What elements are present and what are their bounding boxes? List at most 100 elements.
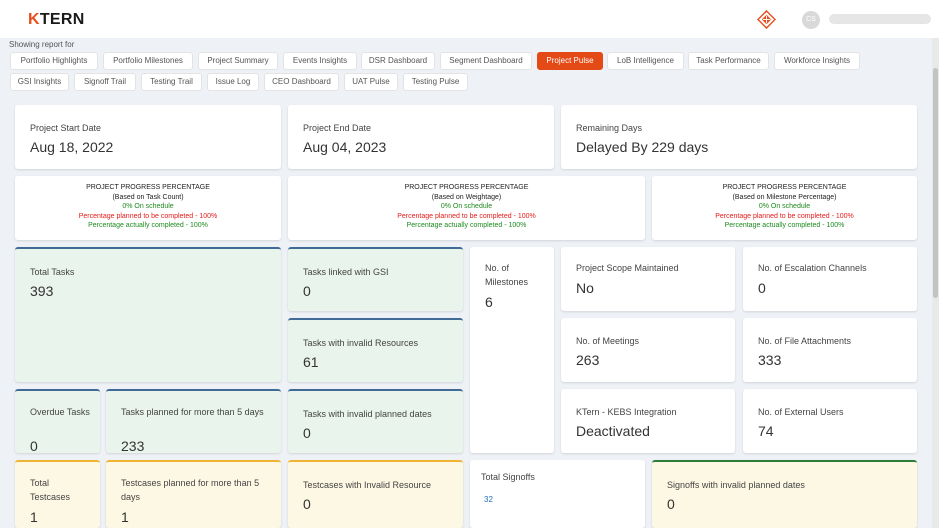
tab-task-performance[interactable]: Task Performance [688, 52, 769, 70]
overdue-tasks-value: 0 [30, 438, 38, 454]
tasks-invalid-resources-card[interactable]: Tasks with invalid Resources 61 [288, 318, 463, 382]
kebs-diamond-icon[interactable] [757, 10, 776, 29]
tab-testing-pulse[interactable]: Testing Pulse [403, 73, 468, 91]
progress-milestone-card: PROJECT PROGRESS PERCENTAGE (Based on Mi… [652, 176, 917, 240]
overdue-tasks-card[interactable]: Overdue Tasks 0 [15, 389, 100, 454]
tab-gsi-insights[interactable]: GSI Insights [10, 73, 69, 91]
start-date-value: Aug 18, 2022 [30, 139, 114, 155]
milestones-card[interactable]: No. of Milestones 6 [470, 247, 554, 453]
end-date-value: Aug 04, 2023 [303, 139, 387, 155]
progress-schedule: 0% On schedule [122, 203, 174, 210]
progress-basis: (Based on Weightage) [431, 193, 502, 201]
progress-basis: (Based on Milestone Percentage) [732, 193, 837, 201]
total-signoffs-card[interactable]: Total Signoffs 32 [470, 460, 645, 528]
tab-issue-log[interactable]: Issue Log [207, 73, 259, 91]
total-testcases-label: Total Testcases [30, 478, 71, 502]
tab-uat-pulse[interactable]: UAT Pulse [344, 73, 398, 91]
tasks-planned-5-days-card[interactable]: Tasks planned for more than 5 days 233 [106, 389, 281, 454]
tab-portfolio-highlights[interactable]: Portfolio Highlights [10, 52, 98, 70]
testcases-planned-5-days-label: Testcases planned for more than 5 days [121, 478, 260, 502]
report-label: Showing report for [9, 40, 75, 49]
tasks-gsi-value: 0 [303, 283, 311, 299]
remaining-days-label: Remaining Days [576, 123, 643, 133]
signoffs-invalid-dates-card[interactable]: Signoffs with invalid planned dates 0 [652, 460, 917, 528]
progress-schedule: 0% On schedule [440, 203, 493, 210]
tasks-invalid-resources-value: 61 [303, 354, 319, 370]
progress-planned: Percentage planned to be completed - 100… [715, 212, 854, 220]
tab-testing-trail[interactable]: Testing Trail [141, 73, 202, 91]
total-signoffs-label: Total Signoffs [481, 472, 535, 482]
kebs-integration-label: KTern - KEBS Integration [576, 407, 677, 417]
tasks-invalid-dates-card[interactable]: Tasks with invalid planned dates 0 [288, 389, 463, 453]
progress-planned: Percentage planned to be completed - 100… [78, 212, 218, 220]
tasks-planned-5-days-value: 233 [121, 438, 145, 454]
remaining-days-card: Remaining Days Delayed By 229 days [561, 105, 917, 169]
total-tasks-label: Total Tasks [30, 267, 75, 277]
tab-project-summary[interactable]: Project Summary [198, 52, 278, 70]
progress-schedule: 0% On schedule [758, 203, 811, 210]
project-end-date-card: Project End Date Aug 04, 2023 [288, 105, 554, 169]
testcases-planned-5-days-value: 1 [121, 509, 129, 525]
start-date-label: Project Start Date [30, 123, 102, 133]
progress-actual: Percentage actually completed - 100% [406, 222, 527, 229]
project-scope-label: Project Scope Maintained [576, 263, 679, 273]
external-users-label: No. of External Users [758, 407, 844, 417]
meetings-label: No. of Meetings [576, 336, 640, 346]
milestones-label: No. of Milestones [485, 263, 529, 287]
user-avatar[interactable]: CS [802, 11, 820, 29]
page-scrollbar[interactable] [932, 38, 939, 528]
tasks-invalid-dates-value: 0 [303, 425, 311, 441]
signoffs-invalid-dates-value: 0 [667, 496, 675, 512]
escalation-channels-card[interactable]: No. of Escalation Channels 0 [743, 247, 917, 311]
escalation-channels-value: 0 [758, 280, 766, 296]
progress-weightage-card: PROJECT PROGRESS PERCENTAGE (Based on We… [288, 176, 645, 240]
progress-actual: Percentage actually completed - 100% [88, 222, 208, 229]
tab-segment-dashboard[interactable]: Segment Dashboard [440, 52, 532, 70]
total-tasks-value: 393 [30, 283, 54, 299]
end-date-label: Project End Date [303, 123, 372, 133]
meetings-value: 263 [576, 352, 600, 368]
progress-title: PROJECT PROGRESS PERCENTAGE [404, 184, 529, 191]
overdue-tasks-label: Overdue Tasks [30, 407, 90, 417]
tab-ceo-dashboard[interactable]: CEO Dashboard [264, 73, 339, 91]
tasks-planned-5-days-label: Tasks planned for more than 5 days [121, 407, 264, 417]
user-name-blurred[interactable] [829, 14, 931, 24]
tab-project-pulse[interactable]: Project Pulse [537, 52, 603, 70]
testcases-planned-5-days-card[interactable]: Testcases planned for more than 5 days 1 [106, 460, 281, 528]
ktern-logo[interactable]: KTERN [28, 11, 85, 28]
project-scope-value: No [576, 280, 594, 296]
project-scope-card[interactable]: Project Scope Maintained No [561, 247, 735, 311]
tab-signoff-trail[interactable]: Signoff Trail [74, 73, 136, 91]
total-testcases-card[interactable]: Total Testcases 1 [15, 460, 100, 528]
remaining-days-value: Delayed By 229 days [576, 139, 709, 155]
tab-lob-intelligence[interactable]: LoB Intelligence [607, 52, 684, 70]
progress-actual: Percentage actually completed - 100% [724, 222, 845, 229]
tasks-gsi-card[interactable]: Tasks linked with GSI 0 [288, 247, 463, 311]
tab-events-insights[interactable]: Events Insights [283, 52, 357, 70]
file-attachments-value: 333 [758, 352, 782, 368]
total-tasks-card[interactable]: Total Tasks 393 [15, 247, 281, 382]
total-testcases-value: 1 [30, 509, 38, 525]
tab-portfolio-milestones[interactable]: Portfolio Milestones [103, 52, 193, 70]
top-bar: KTERN CS [0, 0, 939, 38]
tab-workforce-insights[interactable]: Workforce Insights [774, 52, 860, 70]
total-signoffs-value[interactable]: 32 [484, 495, 493, 504]
testcases-invalid-resource-value: 0 [303, 496, 311, 512]
tasks-gsi-label: Tasks linked with GSI [303, 267, 389, 277]
progress-basis: (Based on Task Count) [112, 193, 184, 201]
scrollbar-thumb[interactable] [933, 68, 938, 298]
meetings-card[interactable]: No. of Meetings 263 [561, 318, 735, 382]
tasks-invalid-resources-label: Tasks with invalid Resources [303, 338, 419, 348]
kebs-integration-card[interactable]: KTern - KEBS Integration Deactivated [561, 389, 735, 453]
progress-title: PROJECT PROGRESS PERCENTAGE [86, 184, 210, 191]
file-attachments-label: No. of File Attachments [758, 336, 852, 346]
file-attachments-card[interactable]: No. of File Attachments 333 [743, 318, 917, 382]
progress-title: PROJECT PROGRESS PERCENTAGE [722, 184, 847, 191]
kebs-integration-value: Deactivated [576, 423, 650, 439]
external-users-card[interactable]: No. of External Users 74 [743, 389, 917, 453]
tab-dsr-dashboard[interactable]: DSR Dashboard [361, 52, 435, 70]
escalation-channels-label: No. of Escalation Channels [758, 263, 867, 273]
testcases-invalid-resource-card[interactable]: Testcases with Invalid Resource 0 [288, 460, 463, 528]
milestones-value: 6 [485, 294, 493, 310]
project-start-date-card: Project Start Date Aug 18, 2022 [15, 105, 281, 169]
